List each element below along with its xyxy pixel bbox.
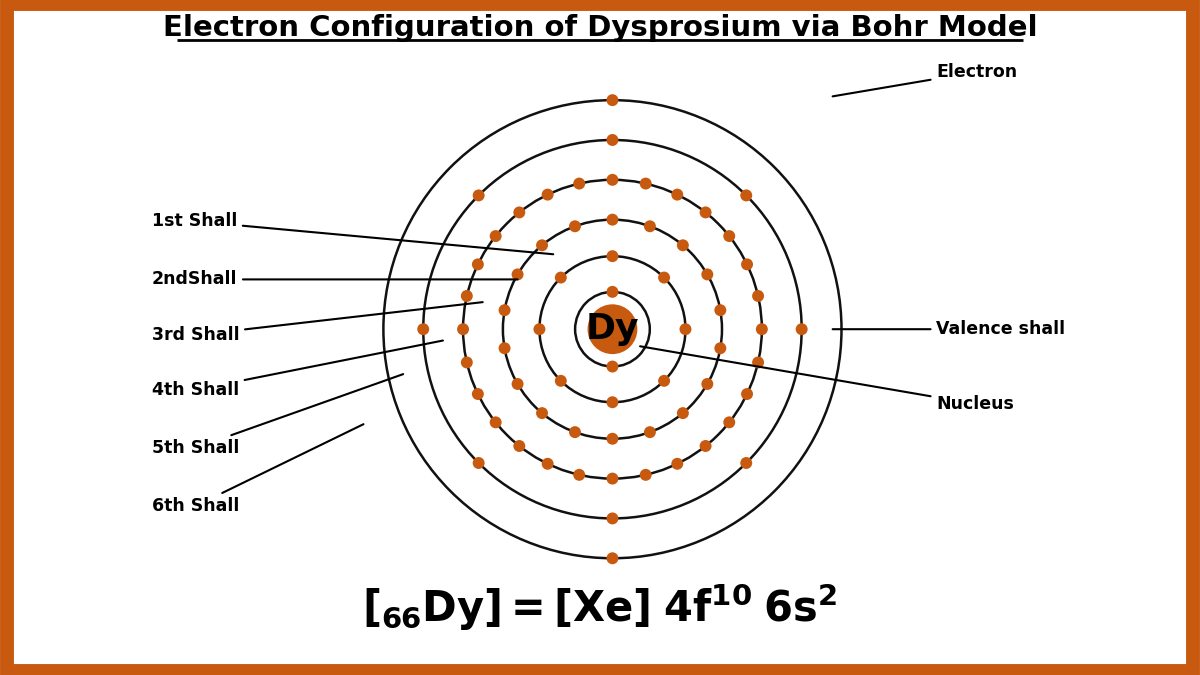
Circle shape — [677, 407, 689, 419]
Text: 4th Shall: 4th Shall — [152, 340, 443, 399]
Circle shape — [658, 271, 670, 284]
Circle shape — [606, 396, 618, 408]
Text: 6th Shall: 6th Shall — [152, 424, 364, 515]
Circle shape — [742, 388, 754, 400]
Circle shape — [640, 469, 652, 481]
Circle shape — [679, 323, 691, 335]
Circle shape — [554, 271, 566, 284]
Circle shape — [671, 188, 683, 200]
Text: $\mathbf{[_{66}Dy] = [Xe]\;4f^{10}\;6s^{2}}$: $\mathbf{[_{66}Dy] = [Xe]\;4f^{10}\;6s^{… — [362, 581, 838, 633]
Circle shape — [606, 250, 618, 262]
Circle shape — [534, 323, 545, 335]
Circle shape — [742, 259, 754, 271]
Circle shape — [490, 416, 502, 429]
Circle shape — [606, 214, 618, 225]
Text: Electron: Electron — [833, 63, 1018, 97]
Circle shape — [511, 269, 523, 280]
Circle shape — [536, 240, 548, 251]
Circle shape — [554, 375, 566, 387]
Circle shape — [606, 472, 618, 485]
Circle shape — [511, 378, 523, 390]
Circle shape — [498, 304, 510, 316]
Circle shape — [701, 378, 713, 390]
Circle shape — [644, 426, 656, 438]
Circle shape — [541, 188, 553, 200]
Circle shape — [756, 323, 768, 335]
Circle shape — [574, 178, 586, 190]
Circle shape — [536, 407, 548, 419]
Circle shape — [461, 356, 473, 369]
Circle shape — [724, 230, 736, 242]
Text: Electron Configuration of Dysprosium via Bohr Model: Electron Configuration of Dysprosium via… — [163, 14, 1037, 42]
Circle shape — [677, 240, 689, 251]
Circle shape — [472, 259, 484, 271]
Circle shape — [724, 416, 736, 429]
Circle shape — [588, 304, 637, 354]
Circle shape — [714, 304, 726, 316]
Circle shape — [700, 440, 712, 452]
Circle shape — [701, 269, 713, 280]
Circle shape — [490, 230, 502, 242]
Text: Nucleus: Nucleus — [640, 346, 1014, 413]
Circle shape — [644, 220, 656, 232]
Circle shape — [752, 356, 764, 369]
Circle shape — [457, 323, 469, 335]
Circle shape — [606, 286, 618, 298]
Circle shape — [418, 323, 430, 335]
Circle shape — [461, 290, 473, 302]
Circle shape — [714, 342, 726, 354]
Circle shape — [472, 388, 484, 400]
Circle shape — [498, 342, 510, 354]
Circle shape — [606, 174, 618, 186]
Circle shape — [658, 375, 670, 387]
Circle shape — [740, 457, 752, 469]
Circle shape — [671, 458, 683, 470]
Circle shape — [606, 552, 618, 564]
Circle shape — [740, 190, 752, 201]
Circle shape — [569, 220, 581, 232]
Text: 2ndShall: 2ndShall — [152, 271, 517, 288]
Circle shape — [606, 433, 618, 445]
Circle shape — [569, 426, 581, 438]
Text: Dy: Dy — [586, 313, 640, 346]
Circle shape — [473, 457, 485, 469]
Text: 5th Shall: 5th Shall — [152, 374, 403, 457]
Circle shape — [752, 290, 764, 302]
Circle shape — [700, 207, 712, 219]
Circle shape — [514, 207, 526, 219]
Text: Valence shall: Valence shall — [833, 320, 1066, 338]
Circle shape — [640, 178, 652, 190]
Circle shape — [606, 512, 618, 524]
Text: 3rd Shall: 3rd Shall — [152, 302, 482, 344]
Circle shape — [606, 134, 618, 146]
Circle shape — [473, 190, 485, 201]
Text: 1st Shall: 1st Shall — [152, 213, 553, 254]
Circle shape — [541, 458, 553, 470]
Circle shape — [606, 95, 618, 106]
Circle shape — [796, 323, 808, 335]
Circle shape — [514, 440, 526, 452]
Circle shape — [574, 469, 586, 481]
Circle shape — [606, 360, 618, 373]
